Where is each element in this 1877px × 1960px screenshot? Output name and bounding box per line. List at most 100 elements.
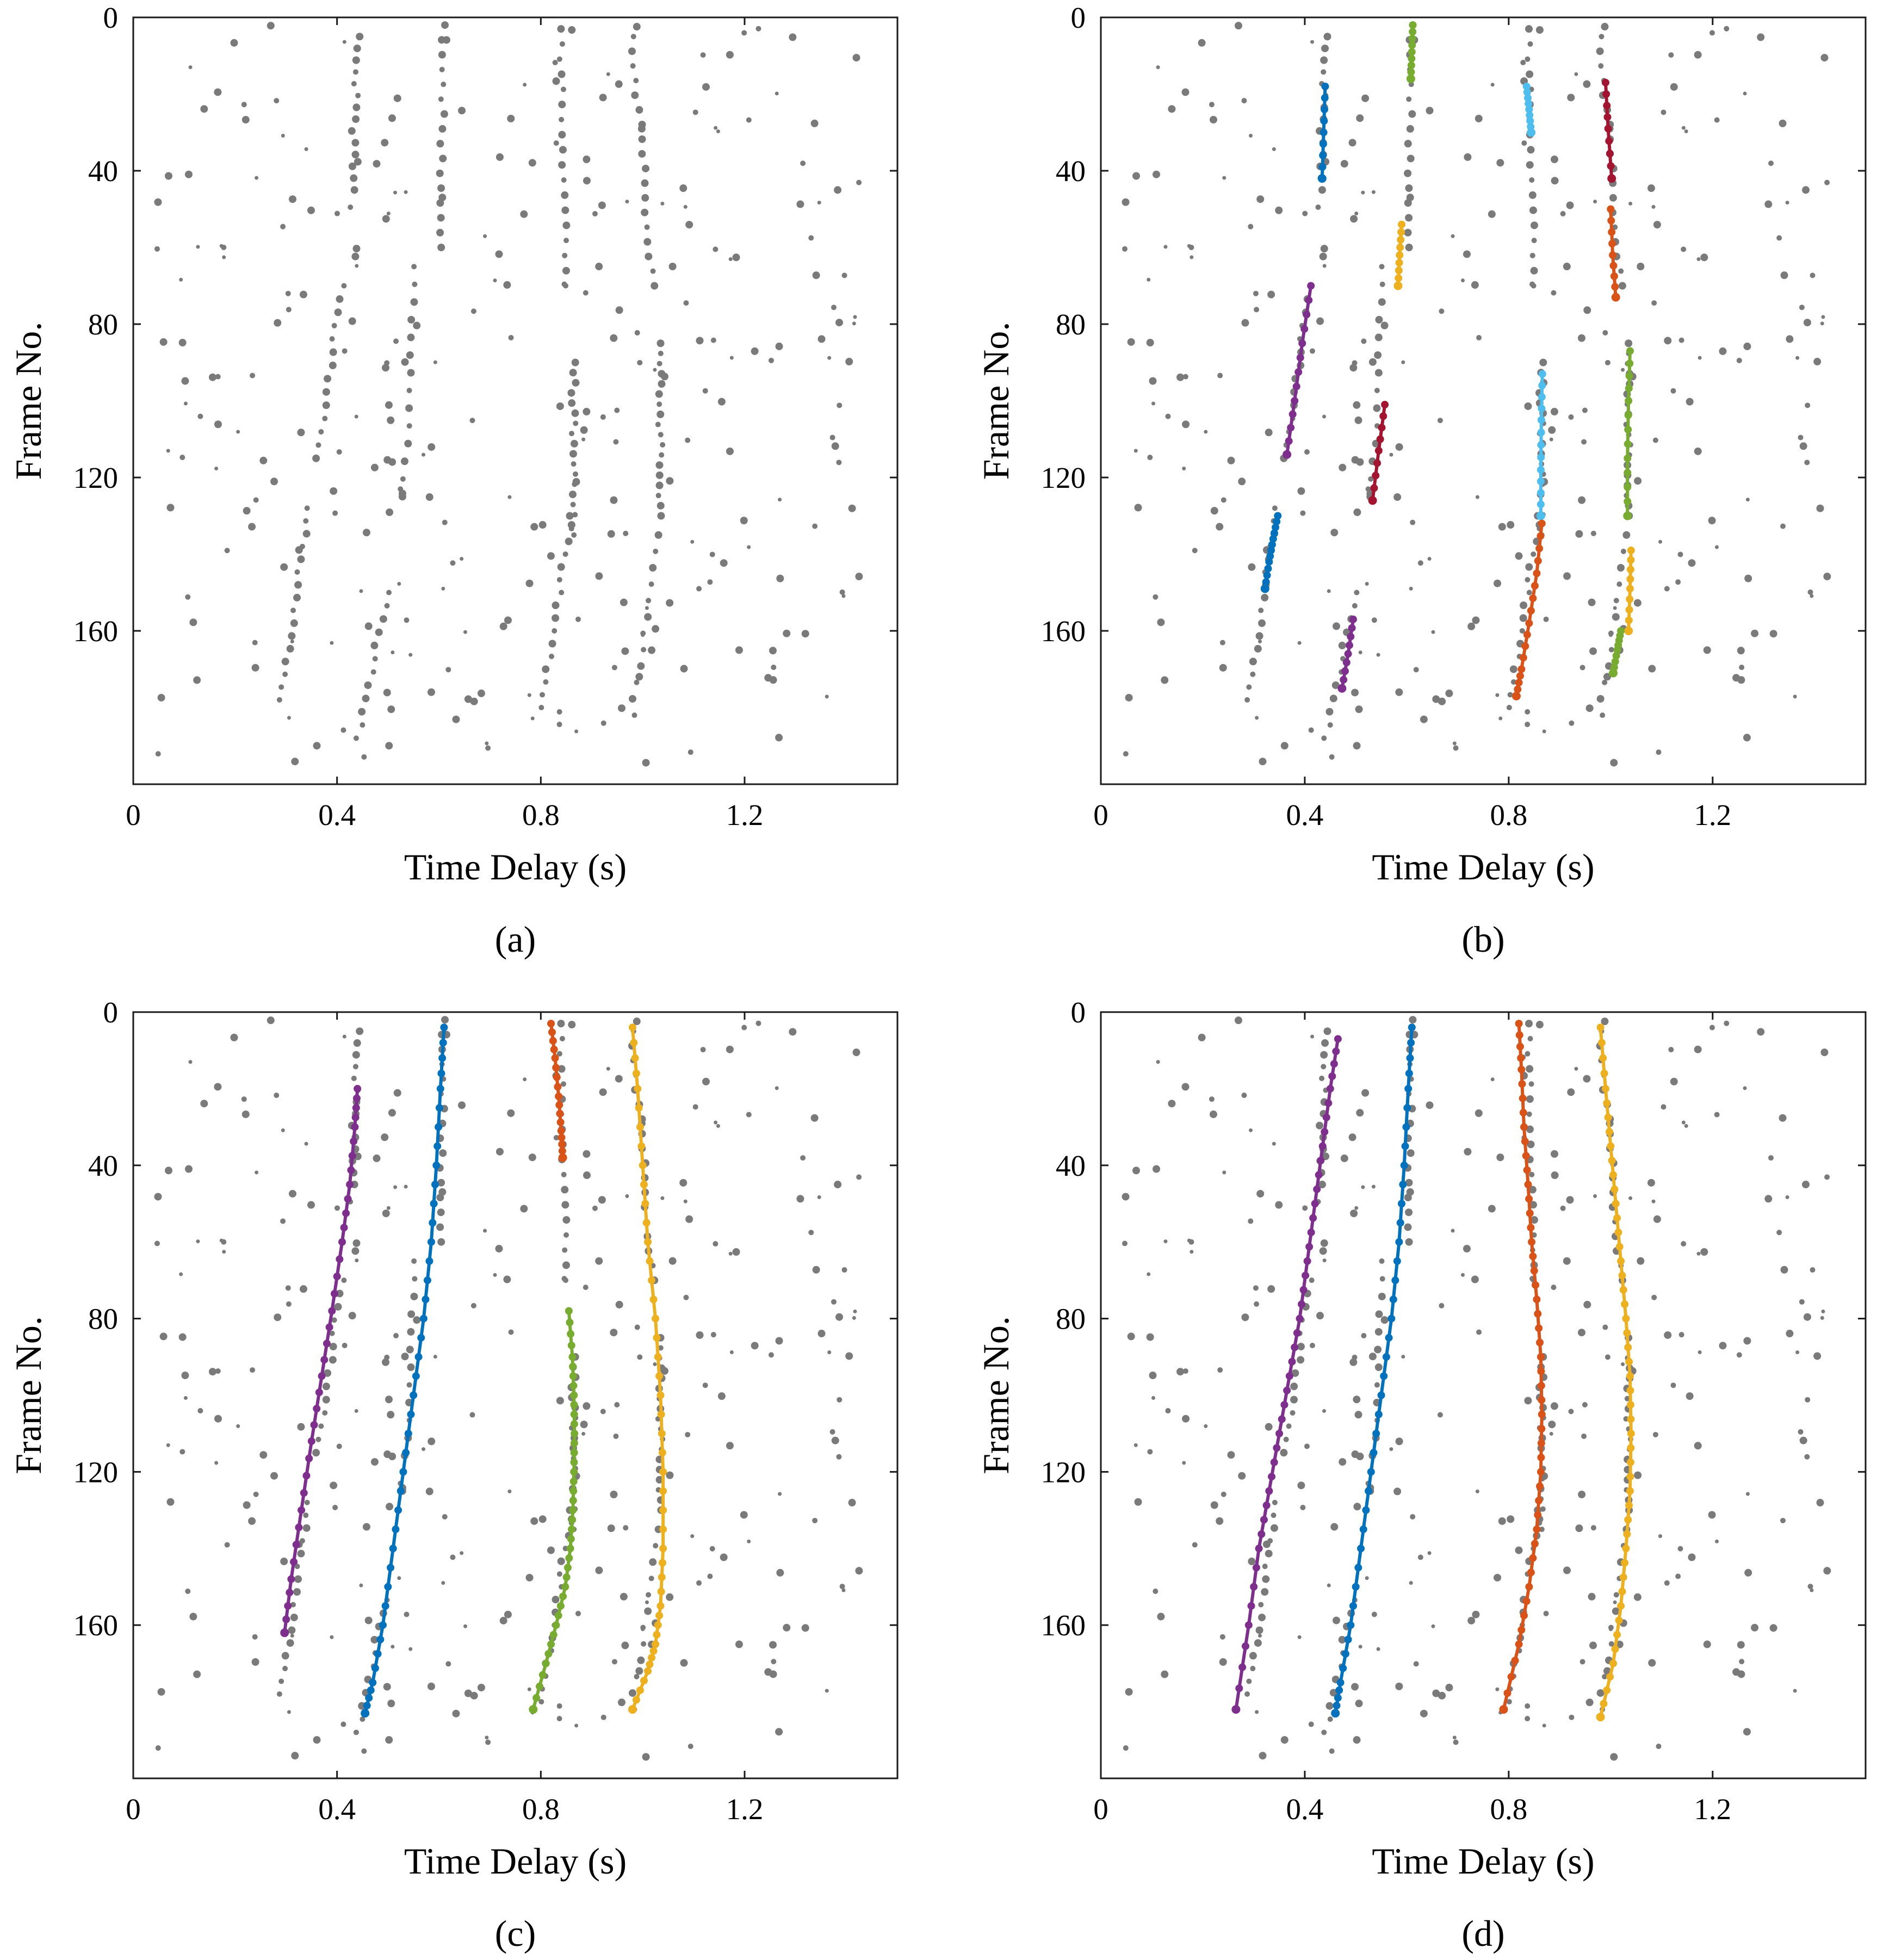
track-point <box>1389 1295 1397 1304</box>
echo-point <box>1132 1167 1141 1175</box>
track-point <box>1372 1429 1380 1437</box>
echo-point <box>1340 1154 1348 1162</box>
track-point <box>1321 1128 1329 1136</box>
y-tick-label: 80 <box>1056 308 1086 341</box>
echo-point <box>189 1612 197 1621</box>
echo-point <box>1475 114 1483 122</box>
echo-point <box>1686 398 1694 406</box>
track-point <box>570 1401 578 1409</box>
echo-point <box>1618 282 1626 290</box>
track-point <box>1395 259 1403 267</box>
echo-point <box>336 295 344 303</box>
echo-point <box>1575 530 1583 538</box>
track-point <box>1321 82 1329 90</box>
echo-point <box>764 1668 772 1676</box>
echo-point <box>285 1285 291 1291</box>
echo-point <box>385 1395 393 1404</box>
echo-point <box>583 290 589 296</box>
echo-point <box>680 1659 688 1667</box>
echo-point <box>1803 319 1811 327</box>
echo-point <box>1355 1700 1363 1708</box>
track-point <box>538 1671 547 1679</box>
track-point <box>1537 441 1545 449</box>
echo-point <box>1349 1358 1358 1366</box>
echo-point <box>1374 351 1382 359</box>
track-point <box>1613 1630 1621 1639</box>
echo-point <box>1577 334 1585 342</box>
track-point <box>1321 106 1329 114</box>
echo-point <box>1209 1110 1217 1118</box>
track-point <box>557 1133 566 1142</box>
echo-point <box>508 1329 514 1335</box>
echo-point <box>1582 1401 1588 1407</box>
echo-point <box>825 1689 829 1693</box>
echo-point <box>1453 1739 1459 1745</box>
track-point <box>1537 1439 1545 1447</box>
echo-point <box>1241 1313 1249 1322</box>
echo-point <box>660 442 666 448</box>
track-point <box>1617 1257 1625 1265</box>
echo-point <box>592 210 598 216</box>
track-point <box>1529 1252 1537 1261</box>
echo-point <box>322 388 330 396</box>
echo-point <box>1161 1670 1169 1678</box>
echo-point <box>1495 1687 1500 1691</box>
echo-point <box>1181 88 1190 96</box>
track-point <box>1618 1271 1626 1280</box>
track-point <box>439 1039 447 1047</box>
track-point <box>389 1545 397 1553</box>
echo-point <box>1216 523 1224 531</box>
echo-point <box>1319 1247 1327 1255</box>
track-point <box>1391 1276 1399 1285</box>
track-point <box>295 1523 303 1531</box>
echo-point <box>1550 156 1558 164</box>
echo-point <box>304 147 308 151</box>
echo-point <box>1420 1709 1428 1717</box>
echo-point <box>696 1331 704 1339</box>
echo-point <box>1475 495 1479 499</box>
echo-point <box>428 443 436 451</box>
echo-point <box>769 647 777 655</box>
track-point <box>1313 1185 1321 1193</box>
echo-point <box>700 1047 706 1053</box>
track-point <box>1532 1281 1540 1289</box>
echo-point <box>574 1723 579 1728</box>
echo-point <box>1190 1250 1194 1254</box>
y-tick-label: 80 <box>88 1302 118 1336</box>
echo-point <box>469 418 475 424</box>
echo-point <box>1338 1636 1346 1644</box>
track-point <box>1235 1684 1243 1692</box>
echo-point <box>1153 1588 1159 1594</box>
echo-point <box>1216 1517 1224 1525</box>
echo-point <box>1798 435 1804 441</box>
track-point <box>563 1564 572 1572</box>
echo-point <box>248 523 256 531</box>
echo-point <box>1472 616 1480 624</box>
echo-point <box>1297 1343 1305 1351</box>
echo-point <box>668 262 677 270</box>
echo-point <box>433 1355 437 1359</box>
echo-point <box>370 1636 379 1644</box>
echo-point <box>408 653 413 657</box>
echo-point <box>561 1171 567 1177</box>
echo-point <box>642 1753 650 1761</box>
echo-point <box>835 319 844 327</box>
track-point <box>1538 370 1546 378</box>
echo-point <box>1569 1714 1575 1720</box>
track-point <box>558 1147 566 1155</box>
echo-point <box>287 1710 291 1714</box>
echo-point <box>530 716 535 721</box>
track-point <box>1626 359 1634 368</box>
echo-point <box>332 1504 338 1510</box>
echo-point <box>685 221 693 229</box>
track-point <box>410 1391 418 1399</box>
track-point <box>1518 1080 1526 1088</box>
echo-point <box>1408 82 1414 88</box>
track-point <box>1599 1054 1607 1062</box>
track-point <box>1322 1113 1330 1121</box>
echo-point <box>687 1744 693 1750</box>
echo-point <box>1404 199 1412 207</box>
echo-point <box>1389 452 1393 457</box>
echo-point <box>649 1558 657 1566</box>
track-point <box>1291 397 1299 405</box>
